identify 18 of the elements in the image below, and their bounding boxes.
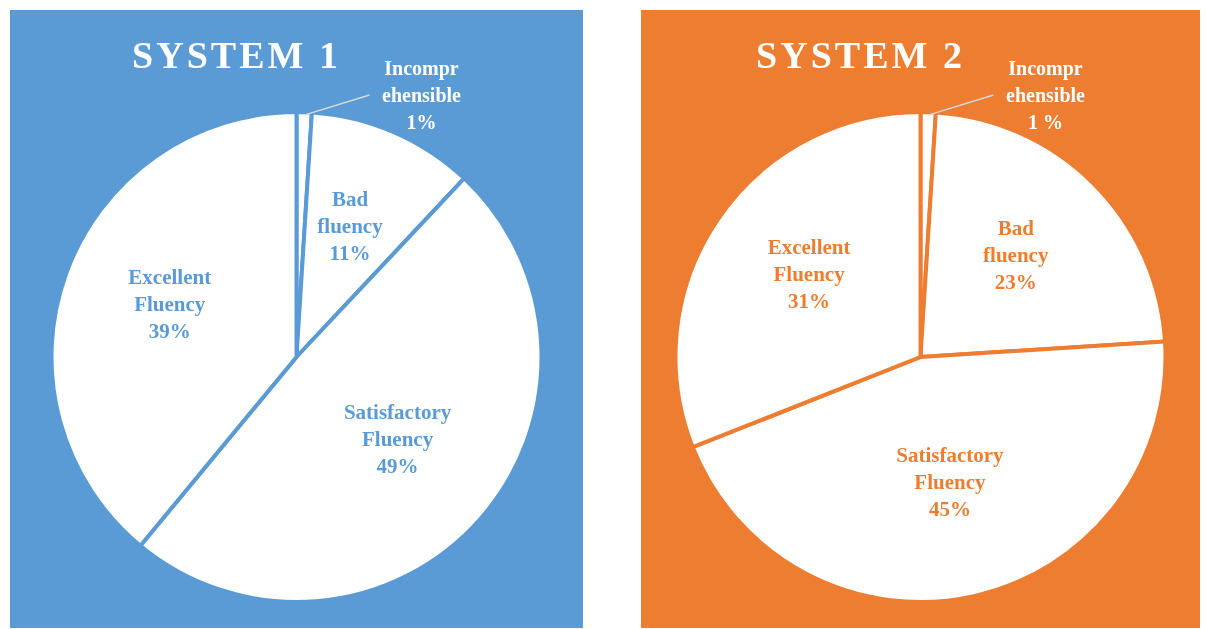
data-label: 1% xyxy=(406,111,437,133)
data-label: 31% xyxy=(788,289,831,314)
slice-label: Satisfactory Fluency xyxy=(896,442,1005,494)
slice-label: Bad fluency xyxy=(317,187,384,239)
slice-label: Satisfactory Fluency xyxy=(343,400,452,452)
data-label: 11% xyxy=(329,241,371,266)
slice-label: Excellent Fluency xyxy=(128,265,212,317)
chart-title: SYSTEM 1 xyxy=(132,34,341,76)
slice-label: Bad fluency xyxy=(983,215,1049,267)
slice-label: Incomprehensible xyxy=(382,57,462,106)
data-label: 23% xyxy=(994,269,1037,294)
slice-label: Incomprehensible xyxy=(1006,57,1086,106)
data-label: 45% xyxy=(928,496,971,521)
chart-title: SYSTEM 2 xyxy=(756,34,965,76)
data-label: 1 % xyxy=(1028,111,1063,133)
data-label: 49% xyxy=(376,454,419,479)
data-label: 39% xyxy=(148,319,191,344)
slice-label: Excellent Fluency xyxy=(767,235,851,287)
